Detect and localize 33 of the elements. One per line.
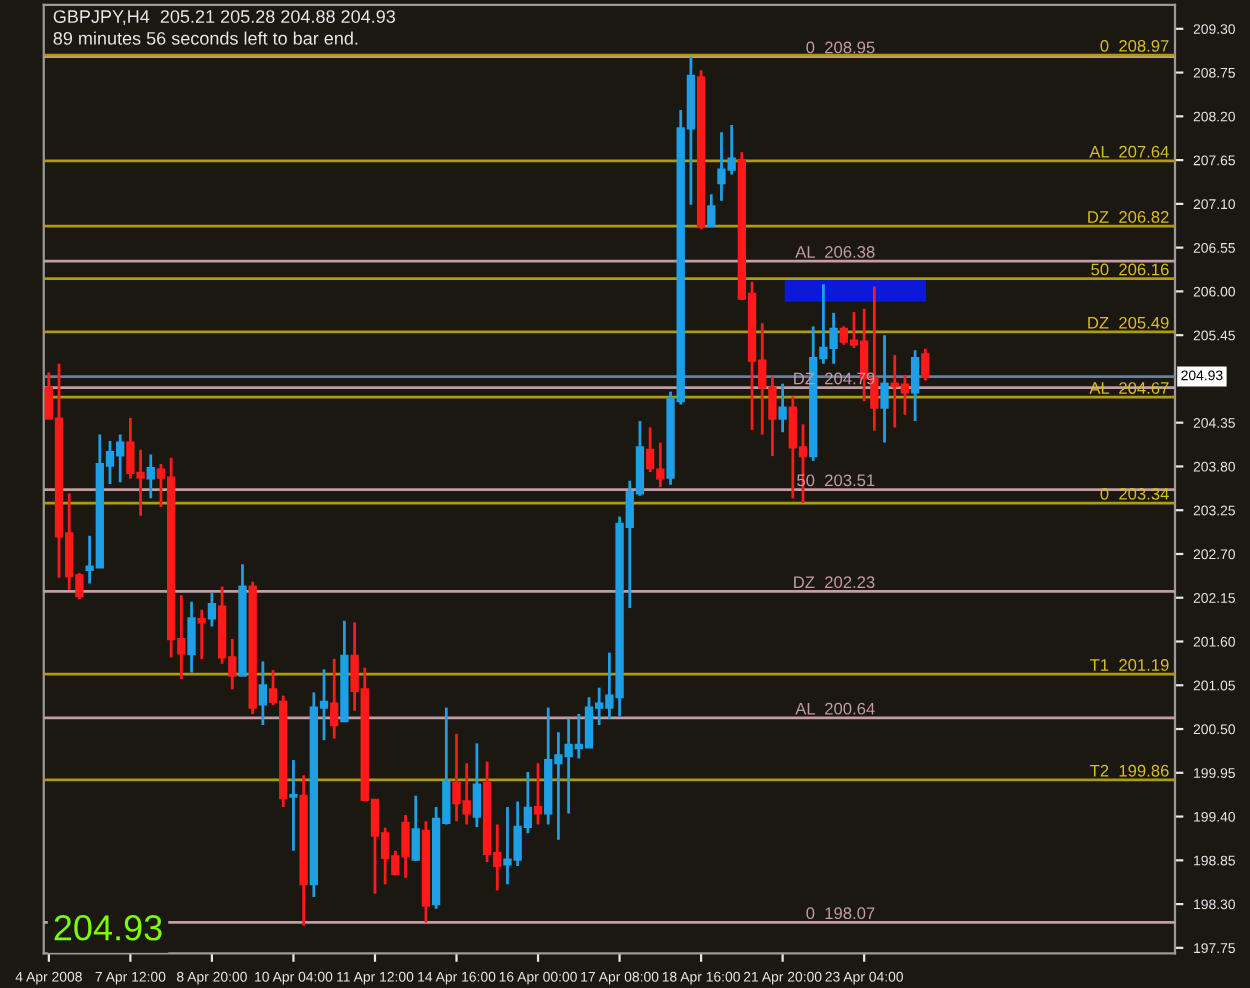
ref-line-label: 0 203.34 — [1100, 487, 1169, 500]
text: 89 minutes 56 seconds left to bar end. — [53, 31, 358, 45]
candlestick — [707, 192, 716, 229]
ref-line-label: DZ 206.82 — [1088, 211, 1169, 223]
chart-title: GBPJPY,H4 205.21 205.28 204.88 204.93 — [53, 10, 395, 26]
ref-line-label: 50 206.16 — [1091, 263, 1169, 276]
ref-line-label: 0 208.97 — [1100, 39, 1169, 52]
ref-line-label: 0 208.95 — [806, 41, 875, 54]
ref-line-label: AL 207.64 — [1089, 145, 1169, 158]
candlestick — [910, 348, 920, 423]
ref-line-label: DZ 202.23 — [794, 576, 875, 589]
candlestick — [656, 441, 665, 489]
candlestick — [645, 426, 655, 474]
candlestick — [187, 600, 196, 674]
candlestick — [146, 453, 155, 500]
ref-line-label: T2 199.86 — [1090, 764, 1169, 777]
candlestick — [778, 382, 787, 434]
candlestick — [411, 794, 420, 863]
candlestick — [197, 608, 206, 661]
candlestick — [289, 758, 298, 853]
ref-line-label: T1 201.19 — [1090, 659, 1169, 671]
ref-line-label: AL 206.38 — [795, 246, 875, 258]
candlestick — [921, 347, 930, 382]
ref-line-label: 0 198.07 — [806, 907, 875, 920]
candlestick — [880, 333, 889, 444]
candlestick — [533, 761, 543, 826]
ref-line-label: AL 200.64 — [795, 702, 875, 715]
ref-line-label: DZ 205.49 — [1088, 316, 1169, 329]
annotation: 204.93 — [54, 915, 162, 941]
candlestick — [207, 591, 217, 628]
candlestick — [472, 741, 482, 829]
candlestick — [258, 660, 268, 727]
candlestick — [330, 657, 339, 740]
